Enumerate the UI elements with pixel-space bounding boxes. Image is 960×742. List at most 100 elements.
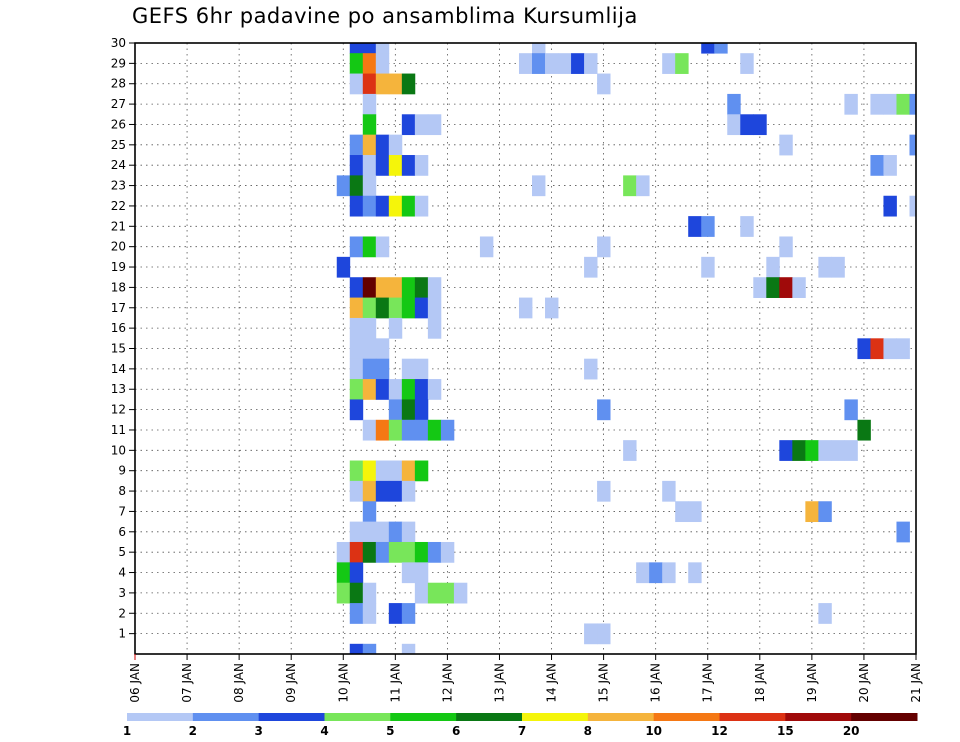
heatmap-cell (857, 419, 871, 441)
heatmap-cell (545, 53, 559, 74)
heatmap-cell (349, 73, 364, 95)
heatmap-cell (597, 623, 611, 645)
heatmap-cell (427, 379, 442, 400)
heatmap-cell (675, 53, 689, 74)
y-tick-label: 23 (111, 179, 126, 193)
heatmap-cell (375, 460, 390, 482)
heatmap-cell (870, 155, 884, 176)
heatmap-cell (870, 338, 884, 360)
heatmap-cell (584, 53, 598, 74)
heatmap-cell (362, 358, 377, 380)
heatmap-cell (401, 603, 416, 624)
heatmap-cell (375, 480, 390, 502)
heatmap-cell (518, 53, 533, 74)
heatmap-cell (414, 155, 429, 176)
heatmap-cell (362, 93, 377, 115)
heatmap-cell (375, 521, 390, 543)
heatmap-cell (401, 277, 416, 298)
heatmap-cell (375, 155, 390, 176)
heatmap-cell (545, 297, 559, 319)
heatmap-cell (401, 155, 416, 176)
heatmap-cell (414, 358, 429, 380)
heatmap-cell (779, 236, 793, 258)
legend-label: 2 (189, 724, 197, 738)
legend-swatch (258, 713, 325, 721)
heatmap-cell (362, 43, 377, 54)
y-tick-label: 4 (118, 566, 126, 580)
heatmap-cell (414, 297, 429, 319)
heatmap-cell (427, 114, 442, 136)
legend-label: 12 (711, 724, 728, 738)
heatmap-cell (388, 317, 403, 339)
y-tick-label: 10 (111, 443, 126, 457)
y-tick-label: 17 (111, 301, 126, 315)
heatmap-cell (414, 195, 429, 217)
y-tick-label: 30 (111, 36, 126, 50)
heatmap-cell (818, 603, 832, 624)
x-tick-label: 12 JAN (440, 663, 454, 703)
legend-label: 5 (386, 724, 394, 738)
heatmap-cell (740, 114, 754, 136)
heatmap-cell (375, 277, 390, 298)
heatmap-cell (792, 277, 806, 298)
heatmap-cell (388, 541, 403, 563)
heatmap-cell (336, 541, 351, 563)
x-tick-label: 21 JAN (909, 663, 923, 703)
heatmap-cell (362, 134, 377, 156)
legend-swatch (390, 713, 457, 721)
x-tick-label: 13 JAN (492, 663, 506, 703)
heatmap-cell (349, 643, 364, 655)
heatmap-cell (766, 277, 780, 298)
heatmap-cell (362, 317, 377, 339)
heatmap-cell (401, 73, 416, 95)
heatmap-cell (414, 399, 429, 421)
chart-title: GEFS 6hr padavine po ansamblima Kursumli… (132, 4, 638, 28)
heatmap-cell (870, 93, 884, 115)
heatmap-cell (362, 277, 377, 298)
heatmap-cell (636, 562, 650, 584)
heatmap-cell (675, 501, 689, 523)
heatmap-cell (532, 43, 546, 54)
x-tick-label: 14 JAN (545, 663, 559, 703)
x-tick-label: 09 JAN (284, 663, 298, 703)
heatmap-cell (401, 419, 416, 441)
heatmap-cell (388, 134, 403, 156)
legend-swatch (324, 713, 391, 721)
heatmap-cell (375, 195, 390, 217)
heatmap-cell (362, 521, 377, 543)
heatmap-cell (818, 501, 832, 523)
heatmap-cell (401, 358, 416, 380)
heatmap-cell (388, 460, 403, 482)
legend-label: 10 (645, 724, 662, 738)
heatmap-cell (388, 603, 403, 624)
heatmap-cell (818, 440, 832, 461)
heatmap-cell (844, 93, 858, 115)
heatmap-cell (779, 440, 793, 461)
heatmap-cell (909, 93, 917, 115)
heatmap-cell (427, 277, 442, 298)
heatmap-cell (401, 379, 416, 400)
grid (135, 43, 916, 654)
heatmap-cell (701, 256, 715, 278)
heatmap-cell (375, 379, 390, 400)
heatmap-cell (427, 317, 442, 339)
legend-label: 6 (452, 724, 460, 738)
y-tick-label: 19 (111, 260, 126, 274)
heatmap-cell (532, 53, 546, 74)
heatmap-cell (349, 277, 364, 298)
heatmap-cell (701, 43, 715, 54)
x-tick-label: 11 JAN (388, 663, 402, 703)
heatmap-cell (375, 541, 390, 563)
heatmap-cell (362, 643, 377, 655)
y-tick-label: 6 (118, 525, 126, 539)
heatmap-cell (636, 175, 650, 197)
heatmap-cell (427, 541, 442, 563)
heatmap-cell (349, 541, 364, 563)
heatmap-cell (597, 399, 611, 421)
heatmap-cell (362, 114, 377, 136)
heatmap-cell (414, 460, 429, 482)
heatmap-cell (362, 379, 377, 400)
heatmap-cell (701, 216, 715, 237)
heatmap-cell (414, 379, 429, 400)
y-tick-label: 15 (111, 342, 126, 356)
